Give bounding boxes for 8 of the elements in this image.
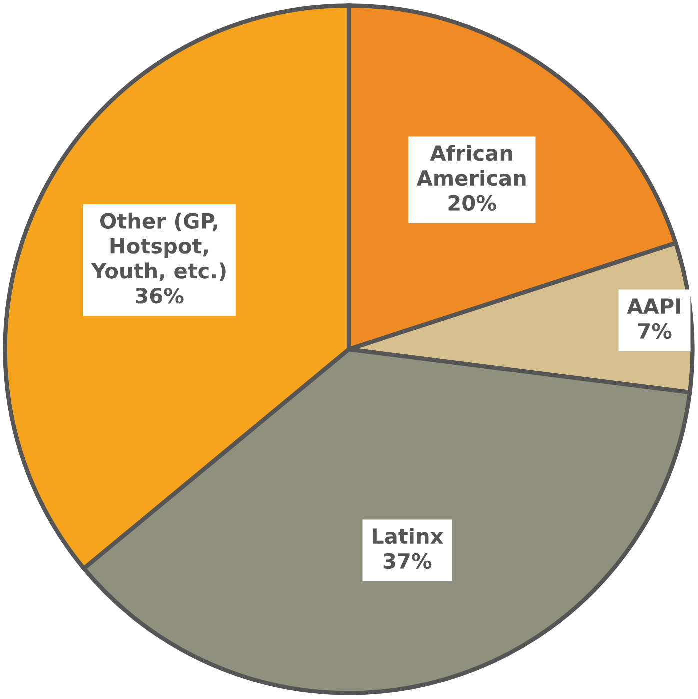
slice-label: Other (GP, Hotspot, Youth, etc.) — [91, 212, 226, 282]
data-label: 20% — [448, 195, 496, 212]
data-label: 7% — [638, 323, 672, 340]
data-label: 36% — [136, 288, 184, 304]
slice-label: African American — [416, 145, 526, 186]
slice-label: AAPI — [627, 298, 680, 314]
data-label: 37% — [384, 553, 432, 570]
slice-label: Latinx — [372, 528, 444, 544]
